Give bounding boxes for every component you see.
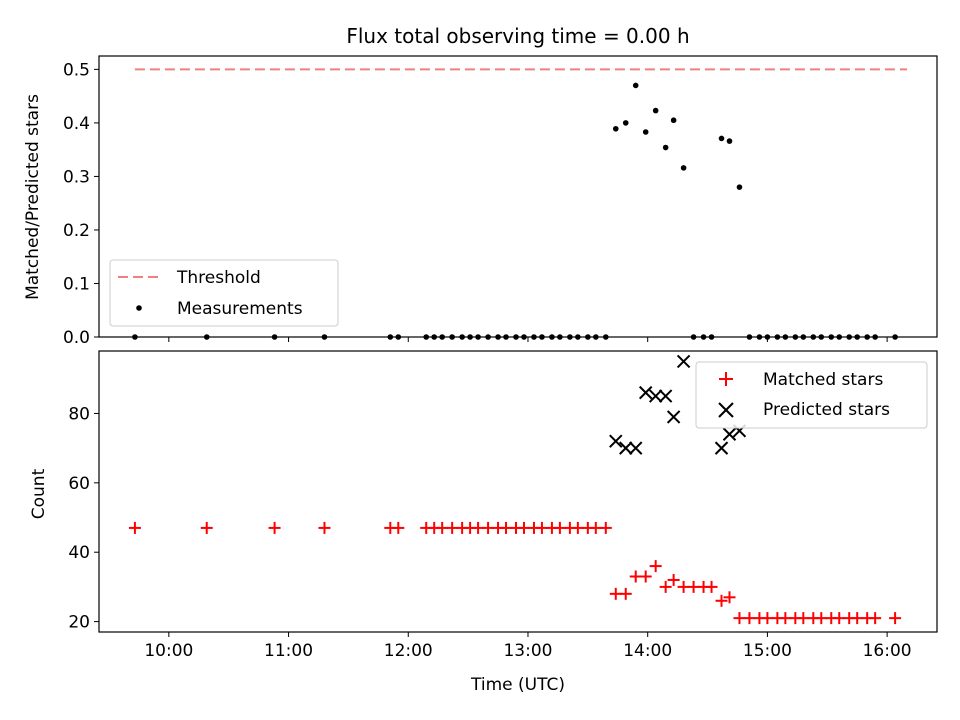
matched-star-point [869, 612, 882, 625]
matched-star-point [200, 521, 213, 534]
measurement-point [670, 117, 677, 124]
measurement-point [718, 135, 725, 142]
bottom-y-tick-label: 40 [68, 543, 90, 563]
predicted-star-point [714, 441, 729, 455]
matched-star-point [128, 521, 141, 534]
legend-measurements-label: Measurements [177, 299, 303, 319]
predicted-star-point [658, 389, 673, 403]
bottom-x-tick-label: 15:00 [743, 641, 792, 661]
bottom-x-tick-label: 10:00 [144, 641, 193, 661]
top-panel: 0.0 0.1 0.2 0.3 0.4 0.5 Matched/Predicted sta… [23, 55, 938, 348]
top-y-tick-label: 0.0 [63, 328, 90, 348]
predicted-star-point [638, 385, 653, 400]
bottom-x-tick-label: 12:00 [384, 641, 433, 661]
top-legend-box [109, 259, 339, 327]
chart-title: Flux total observing time = 0.00 h [346, 24, 689, 48]
predicted-star-point [648, 389, 663, 403]
top-y-tick-label: 0.4 [63, 114, 90, 134]
matched-star-point [599, 521, 612, 534]
legend-predicted-swatch [718, 402, 734, 418]
bottom-plot-marks [128, 354, 902, 625]
bottom-axes-frame [98, 350, 938, 633]
matched-star-point [715, 594, 728, 607]
measurement-point [622, 120, 629, 126]
bottom-x-tick-label: 16:00 [863, 641, 912, 661]
bottom-y-tick-label: 80 [68, 404, 90, 424]
bottom-panel: 20 40 60 80 10:00 11:00 12:00 13:00 14:00 15:00 16… [29, 350, 938, 695]
matched-star-point [639, 570, 652, 583]
bottom-x-tick-label: 11:00 [264, 641, 313, 661]
bottom-y-tick-label: 20 [68, 613, 90, 633]
top-y-tick-label: 0.1 [63, 274, 90, 294]
measurement-point [642, 129, 649, 135]
measurement-point [612, 125, 619, 132]
top-y-axis-label: Matched/Predicted stars [23, 94, 43, 300]
matched-star-point [889, 612, 902, 625]
legend-measurements-swatch [136, 305, 142, 311]
measurement-point [736, 184, 743, 190]
predicted-star-point [619, 441, 633, 455]
predicted-star-point [609, 434, 623, 448]
predicted-star-point [722, 427, 737, 441]
predicted-star-point [676, 354, 691, 369]
top-axes-frame [98, 55, 938, 338]
predicted-star-point [629, 441, 643, 455]
predicted-star-point [666, 410, 681, 424]
measurement-point [662, 144, 669, 151]
matched-star-point [619, 587, 632, 600]
matched-star-point [705, 580, 718, 593]
matched-star-point [659, 580, 672, 593]
bottom-ticks: 20 40 60 80 10:00 11:00 12:00 13:00 14:00 15:00 16… [68, 404, 911, 661]
bottom-legend-box [695, 361, 928, 429]
matched-star-point [268, 521, 281, 534]
top-y-tick-label: 0.3 [63, 167, 90, 187]
top-ticks: 0.0 0.1 0.2 0.3 0.4 0.5 [63, 60, 888, 348]
legend-matched-label: Matched stars [763, 370, 883, 390]
legend-matched-swatch [719, 372, 733, 386]
matched-star-point [318, 521, 331, 534]
matched-star-point [667, 573, 680, 586]
measurement-point [632, 82, 639, 89]
top-y-tick-label: 0.5 [63, 60, 90, 80]
measurement-point [652, 107, 659, 114]
measurement-point [680, 165, 687, 171]
legend-threshold-label: Threshold [176, 268, 261, 288]
matched-star-point [649, 560, 662, 573]
matched-star-point [723, 591, 736, 604]
measurement-point [726, 138, 733, 144]
legend-predicted-label: Predicted stars [763, 400, 890, 420]
bottom-x-tick-label: 13:00 [503, 641, 552, 661]
top-legend: Threshold Measurements [109, 259, 339, 327]
bottom-x-tick-label: 14:00 [623, 641, 672, 661]
matched-star-point [392, 521, 405, 534]
bottom-y-axis-label: Count [29, 468, 49, 519]
bottom-legend: Matched stars Predicted stars [695, 361, 928, 429]
top-y-tick-label: 0.2 [63, 221, 90, 241]
bottom-y-tick-label: 60 [68, 474, 90, 494]
bottom-x-axis-label: Time (UTC) [470, 675, 565, 695]
